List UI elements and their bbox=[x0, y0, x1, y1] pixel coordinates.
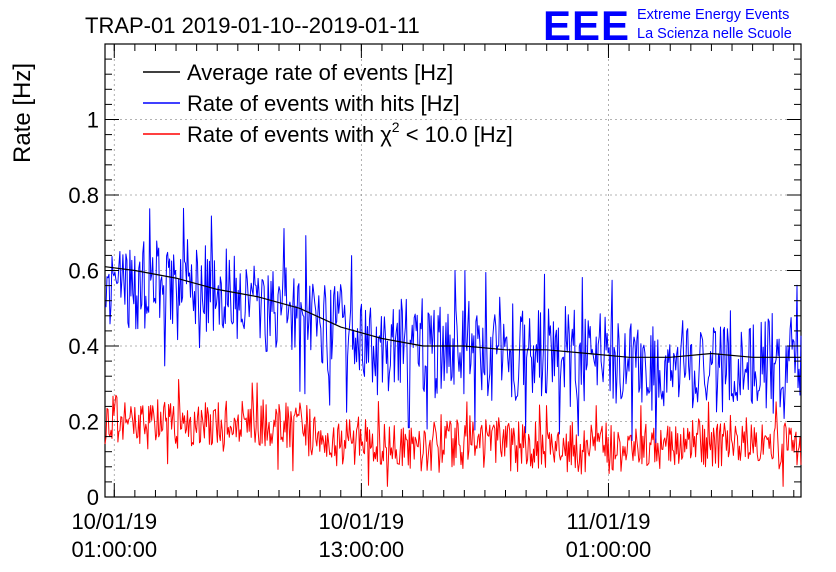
x-tick-label: 13:00:00 bbox=[319, 537, 405, 562]
plot-area bbox=[104, 43, 802, 498]
eee-logo: EEE Extreme Energy Events La Scienza nel… bbox=[543, 2, 792, 49]
x-tick-label: 01:00:00 bbox=[566, 537, 652, 562]
x-tick-label: 10/01/19 bbox=[71, 509, 157, 534]
legend-chi2-prefix: Rate of events with bbox=[187, 122, 380, 147]
y-tick-label: 0.6 bbox=[68, 259, 99, 284]
legend-chi2-symbol: χ bbox=[380, 122, 392, 147]
legend-label-hits: Rate of events with hits [Hz] bbox=[187, 91, 460, 116]
legend-label-average: Average rate of events [Hz] bbox=[187, 60, 453, 85]
axis-ticks bbox=[105, 43, 801, 498]
logo-line-1: Extreme Energy Events bbox=[637, 7, 789, 23]
y-tick-label: 0 bbox=[87, 485, 99, 510]
legend: Average rate of events [Hz] Rate of even… bbox=[143, 60, 513, 147]
y-axis-label: Rate [Hz] bbox=[9, 63, 36, 163]
y-tick-labels: 0 0.2 0.4 0.6 0.8 1 bbox=[68, 108, 99, 511]
y-tick-label: 1 bbox=[87, 108, 99, 133]
legend-chi2-suffix: < 10.0 [Hz] bbox=[400, 122, 513, 147]
logo-mark: EEE bbox=[543, 2, 630, 49]
x-tick-labels: 10/01/19 01:00:00 10/01/19 13:00:00 11/01/19… bbox=[71, 509, 651, 562]
logo-line-2: La Scienza nelle Scuole bbox=[637, 26, 792, 42]
y-tick-label: 0.8 bbox=[68, 183, 99, 208]
data-series bbox=[104, 207, 802, 487]
series-line-0 bbox=[104, 266, 801, 358]
x-tick-label: 11/01/19 bbox=[566, 509, 650, 534]
x-tick-label: 10/01/19 bbox=[319, 509, 405, 534]
y-tick-label: 0.4 bbox=[68, 334, 99, 359]
x-tick-label: 01:00:00 bbox=[71, 537, 157, 562]
series-line-2 bbox=[104, 379, 802, 487]
legend-chi2-superscript: 2 bbox=[392, 119, 400, 135]
series-line-1 bbox=[104, 207, 802, 444]
y-tick-label: 0.2 bbox=[68, 410, 99, 435]
chart-title: TRAP-01 2019-01-10--2019-01-11 bbox=[85, 13, 420, 38]
legend-label-chi2: Rate of events with χ2 < 10.0 [Hz] bbox=[187, 119, 513, 147]
